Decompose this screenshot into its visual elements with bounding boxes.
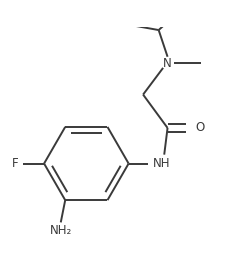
Text: NH₂: NH₂ [50, 224, 72, 237]
Text: N: N [163, 57, 172, 70]
Text: NH: NH [153, 157, 171, 170]
Text: O: O [195, 122, 205, 134]
Text: F: F [12, 157, 19, 170]
